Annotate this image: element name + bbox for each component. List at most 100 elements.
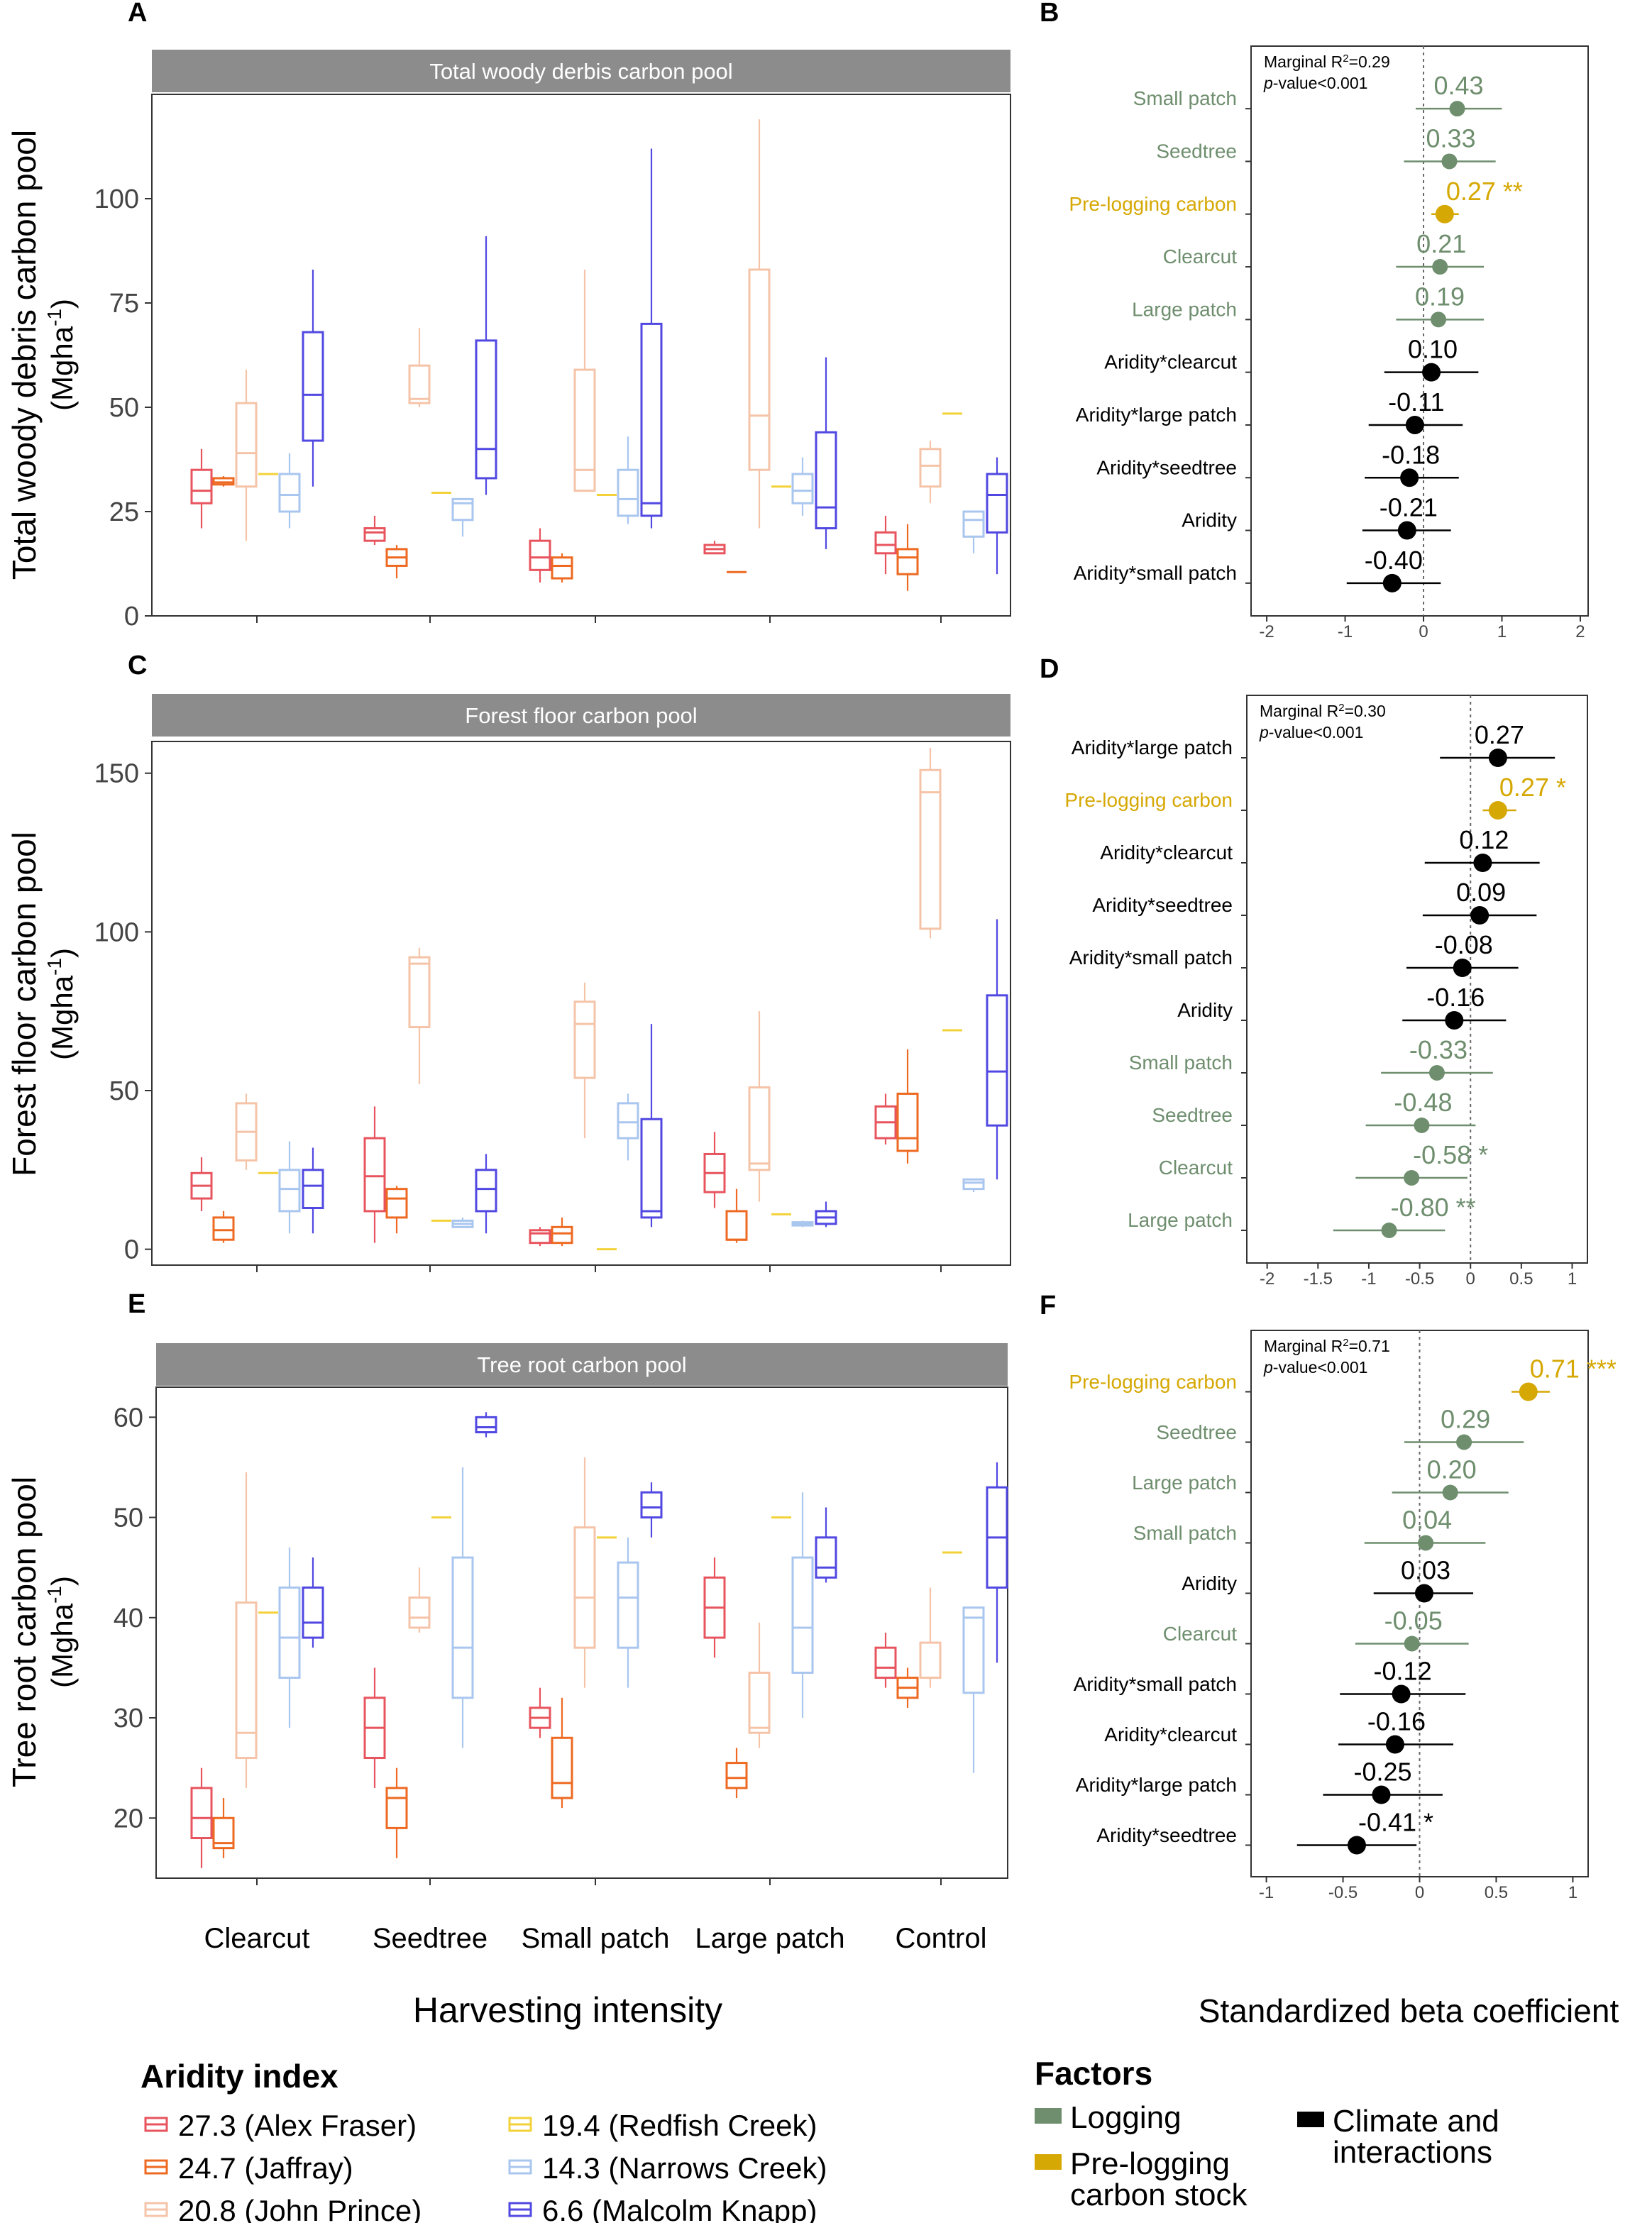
- x-category-small-patch: Small patch: [522, 1923, 670, 1954]
- panel-f-forest-plot: -1 -0.5 0 0.5 1 Marginal R2=0.71 p-value<0.001…: [1069, 1330, 1617, 1902]
- legend-aridity-item-19-4-redfish-creek-label: 19.4 (Redfish Creek): [542, 2109, 817, 2142]
- box-seedtree-5: [475, 1154, 497, 1234]
- box-seedtree-0: [363, 1106, 386, 1243]
- coef-aridity-seedtree-value: -0.41 *: [1358, 1808, 1433, 1837]
- box-small-patch-5-iqr: [640, 1118, 663, 1219]
- box-seedtree-0: [363, 515, 386, 546]
- box-large-patch-2-iqr: [748, 1086, 771, 1171]
- box-small-patch-2-iqr: [573, 1526, 596, 1649]
- legend-aridity-item-20-8-john-prince: 20.8 (John Prince): [144, 2194, 422, 2223]
- coef-clearcut-value: -0.58 *: [1413, 1140, 1488, 1169]
- coef-aridity-large-patch-estimate-point: [1405, 415, 1424, 434]
- x-tick-label-1: -1: [1338, 622, 1353, 641]
- box-clearcut-1: [212, 1210, 235, 1243]
- y-tick-label-100: 100: [94, 917, 139, 947]
- coef-clearcut: Clearcut -0.58 *: [1159, 1140, 1488, 1186]
- coef-aridity-label: Aridity: [1182, 509, 1237, 531]
- y-axis-title-line1: Forest floor carbon pool: [6, 832, 43, 1176]
- panel-d-forest-plot: -2 -1.5 -1 -0.5 0 0.5 1 Marginal R2=0.30 p-value…: [1064, 695, 1588, 1289]
- box-clearcut-4-iqr: [278, 1169, 301, 1213]
- y-axis-title-line2: (Mgha-1): [43, 1576, 79, 1688]
- box-small-patch-1: [551, 1697, 573, 1809]
- coef-pre-logging-carbon: Pre-logging carbon 0.27 *: [1064, 773, 1566, 820]
- box-small-patch-0: [529, 1227, 551, 1247]
- y-tick-label-100: 100: [94, 184, 139, 214]
- coef-clearcut-label: Clearcut: [1163, 246, 1237, 267]
- coef-aridity-clearcut-estimate-point: [1385, 1735, 1404, 1754]
- box-control-4-iqr: [962, 1178, 985, 1191]
- coef-clearcut-estimate-point: [1404, 1170, 1420, 1186]
- coef-aridity-large-patch-estimate-point: [1488, 749, 1507, 767]
- coef-seedtree-value: 0.33: [1426, 123, 1475, 153]
- coef-aridity-label: Aridity: [1177, 999, 1233, 1021]
- box-control-2-iqr: [919, 768, 942, 930]
- box-large-patch-2: [748, 119, 771, 529]
- coef-pre-logging-carbon-label: Pre-logging carbon: [1069, 1371, 1237, 1393]
- box-clearcut-5: [302, 269, 324, 487]
- box-seedtree-5: [475, 236, 497, 495]
- box-small-patch-5: [640, 1024, 663, 1228]
- coef-aridity-seedtree-label: Aridity*seedtree: [1096, 1824, 1237, 1846]
- box-seedtree-2-iqr: [408, 956, 431, 1029]
- box-control-0: [874, 515, 897, 575]
- coef-large-patch-label: Large patch: [1128, 1209, 1233, 1231]
- coef-aridity-value: -0.16: [1426, 983, 1485, 1012]
- panel-label-b: B: [1040, 0, 1059, 28]
- box-seedtree-1: [385, 545, 408, 579]
- box-seedtree-2-iqr: [408, 364, 431, 404]
- x-category-labels: Clearcut Seedtree Small patch Large patch Co…: [204, 1923, 987, 1954]
- box-small-patch-4-iqr: [617, 468, 639, 517]
- box-clearcut-4: [278, 1547, 301, 1728]
- box-clearcut-0-iqr: [190, 1787, 213, 1840]
- coef-aridity-estimate-point: [1445, 1011, 1464, 1030]
- coef-large-patch-estimate-point: [1381, 1223, 1397, 1238]
- box-clearcut-2-iqr: [235, 402, 258, 488]
- coef-aridity-seedtree-value: -0.18: [1382, 440, 1440, 469]
- y-tick-label-40: 40: [114, 1604, 143, 1633]
- box-seedtree-1: [385, 1767, 408, 1858]
- box-clearcut-2: [235, 370, 258, 541]
- box-small-patch-0: [529, 1687, 551, 1738]
- coef-small-patch-value: 0.43: [1433, 71, 1483, 100]
- coef-aridity-value: 0.03: [1401, 1556, 1450, 1585]
- x-category-large-patch: Large patch: [695, 1923, 844, 1954]
- coef-seedtree-estimate-point: [1441, 153, 1458, 170]
- box-control-0-iqr: [874, 1646, 897, 1679]
- coef-small-patch-label: Small patch: [1129, 1052, 1233, 1074]
- coef-aridity-value: -0.21: [1380, 493, 1438, 522]
- box-large-patch-4: [791, 1492, 814, 1719]
- box-large-patch-2-iqr: [748, 268, 771, 471]
- box-large-patch-4-iqr: [791, 473, 814, 504]
- box-small-patch-4-iqr: [617, 1102, 639, 1140]
- coef-aridity-clearcut: Aridity*clearcut 0.10: [1104, 335, 1479, 382]
- box-seedtree-4: [451, 1467, 474, 1748]
- coef-small-patch-estimate-point: [1418, 1535, 1434, 1551]
- panel-a-strip-title: Total woody derbis carbon pool: [429, 59, 732, 84]
- x-tick-label-0: 0: [1466, 1269, 1475, 1289]
- box-seedtree-1-iqr: [385, 1787, 408, 1829]
- y-tick-label-30: 30: [114, 1704, 143, 1733]
- panel-e-frame: [155, 1386, 1008, 1879]
- y-tick-label-20: 20: [114, 1804, 143, 1833]
- legend-factors-title: Factors: [1035, 2055, 1152, 2092]
- box-control-5: [986, 457, 1008, 575]
- coef-aridity: Aridity -0.21: [1182, 493, 1451, 540]
- legend-aridity: Aridity index 27.3 (Alex Fraser) 24.7 (Ja…: [141, 2058, 827, 2223]
- coef-aridity-small-patch: Aridity*small patch -0.08: [1069, 930, 1519, 977]
- box-control-5: [986, 1462, 1008, 1663]
- box-seedtree-4-iqr: [451, 1556, 474, 1699]
- panel-c-boxplot: Forest floor carbon pool 0 50 100 150 Forest …: [6, 694, 1011, 1272]
- panel-a-strip: [152, 50, 1011, 92]
- coef-clearcut-label: Clearcut: [1163, 1623, 1237, 1645]
- coef-aridity-clearcut-label: Aridity*clearcut: [1104, 1723, 1237, 1745]
- box-small-patch-5-iqr: [640, 322, 663, 517]
- legend-factor-item-climate-and-interactions-label-line1: Climate and: [1333, 2104, 1499, 2139]
- panel-label-e: E: [128, 1289, 145, 1319]
- coef-aridity: Aridity -0.16: [1177, 983, 1507, 1030]
- box-small-patch-4: [617, 1537, 639, 1688]
- box-small-patch-4: [617, 436, 639, 524]
- y-tick-label-0: 0: [124, 1235, 139, 1265]
